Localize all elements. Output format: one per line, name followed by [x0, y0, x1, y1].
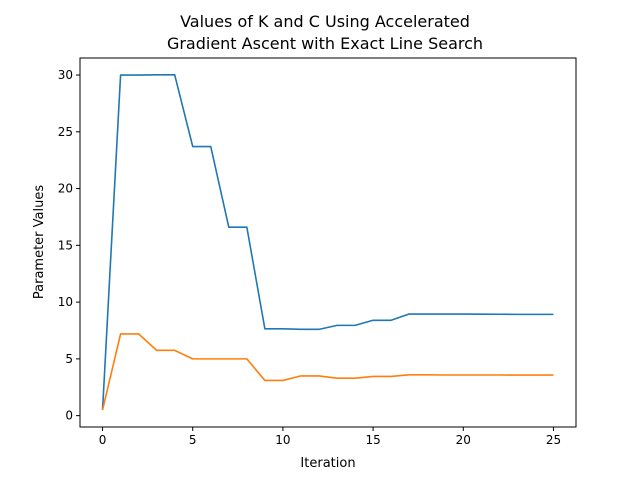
y-axis-label: Parameter Values	[32, 185, 47, 299]
y-tick-label: 25	[58, 125, 73, 139]
x-axis: 0 5 10 15 20 25	[99, 427, 561, 447]
series-line-2	[101, 333, 554, 411]
y-tick-label: 15	[58, 238, 73, 252]
plot-area	[101, 74, 554, 411]
y-tick-label: 5	[65, 352, 73, 366]
plot-frame	[79, 57, 577, 428]
series-line-1	[101, 74, 554, 411]
chart-title-line-2: Gradient Ascent with Exact Line Search	[167, 34, 483, 53]
x-axis-label: Iteration	[300, 456, 355, 471]
x-tick-label: 10	[275, 433, 290, 447]
chart-title-line-1: Values of K and C Using Accelerated	[180, 12, 470, 31]
y-tick-label: 30	[58, 68, 73, 82]
x-tick-label: 5	[189, 433, 197, 447]
y-tick-label: 0	[65, 409, 73, 423]
y-tick-label: 20	[58, 182, 73, 196]
x-tick-label: 25	[546, 433, 561, 447]
x-tick-label: 0	[99, 433, 107, 447]
y-tick-label: 10	[58, 295, 73, 309]
y-axis: 0 5 10 15 20 25 30	[58, 68, 80, 423]
x-tick-label: 20	[456, 433, 471, 447]
x-tick-label: 15	[365, 433, 380, 447]
